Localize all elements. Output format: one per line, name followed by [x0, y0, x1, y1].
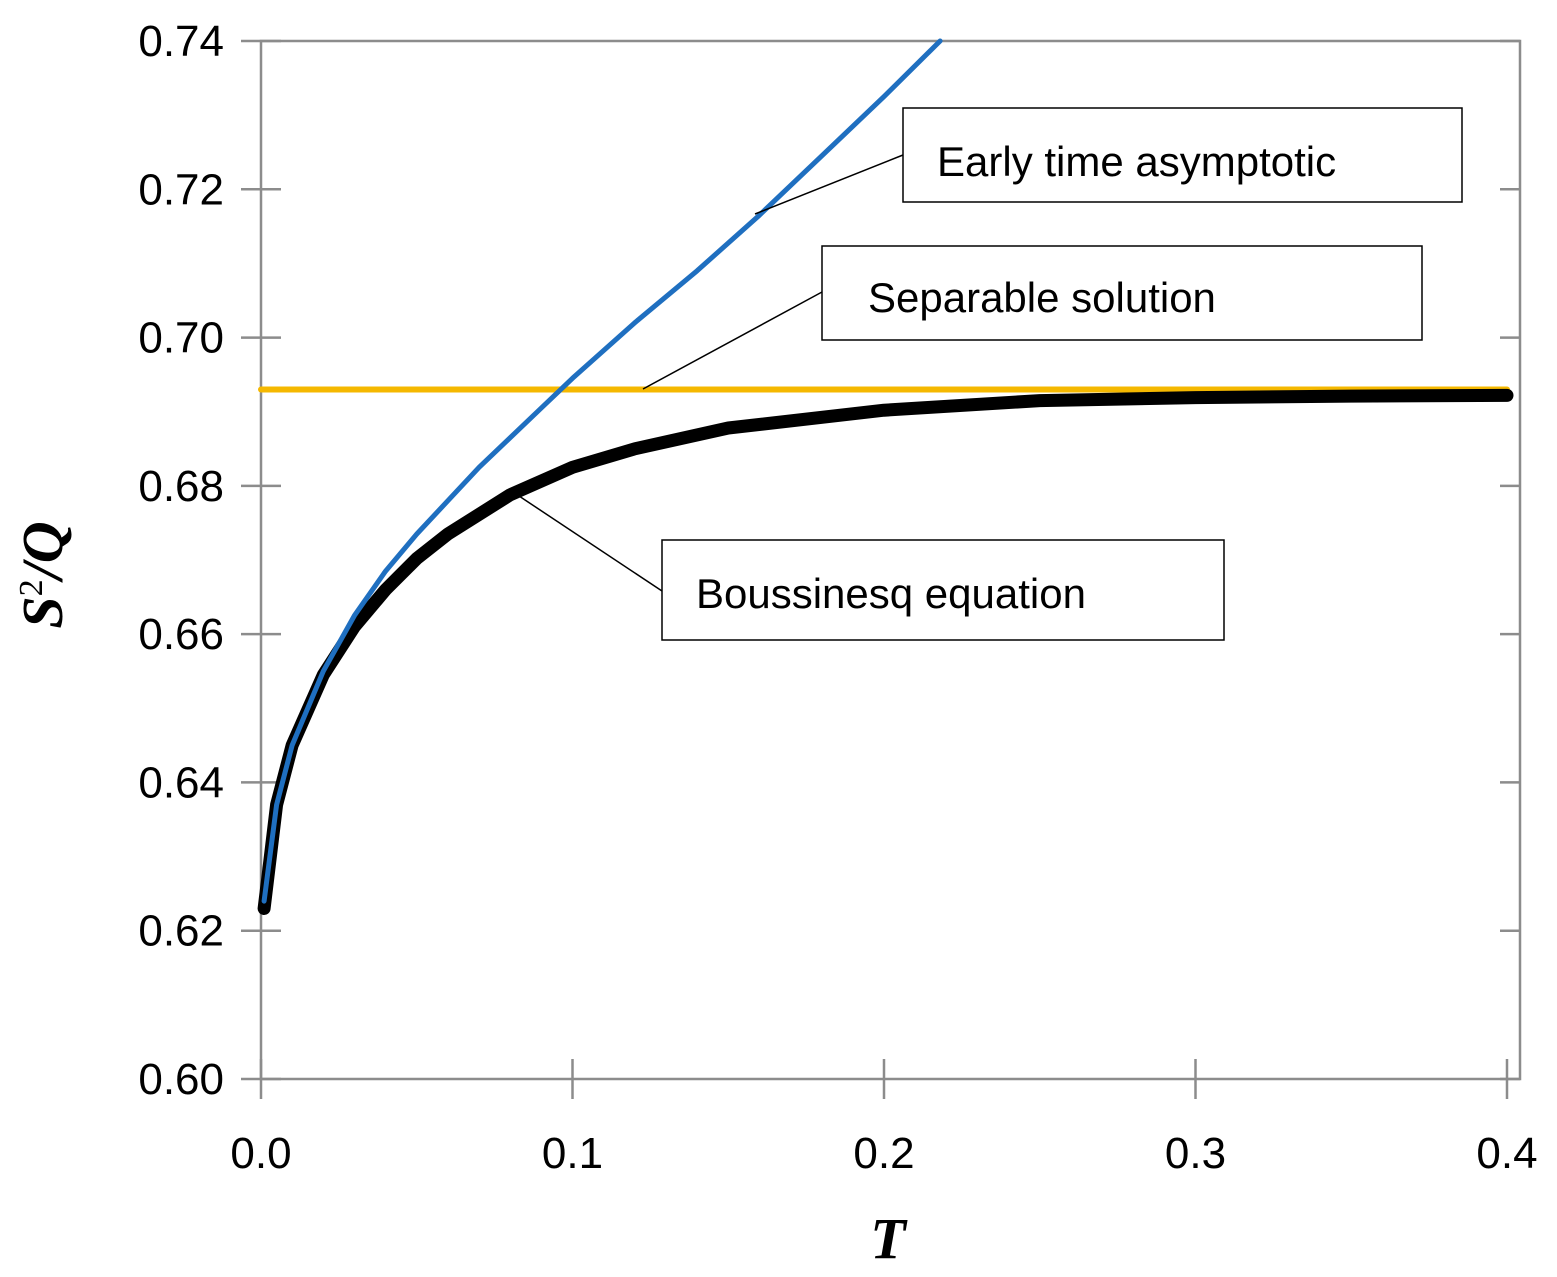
y-tick-label: 0.68: [138, 462, 224, 511]
series-layer: [257, 38, 1514, 915]
y-tick-label: 0.64: [138, 758, 224, 807]
early-time-callout-label: Early time asymptotic: [937, 138, 1336, 185]
x-tick-label: 0.3: [1165, 1129, 1226, 1178]
y-tick-labels: 0.60 0.62 0.64 0.66 0.68 0.70 0.72 0.74: [138, 17, 224, 1104]
y-tick-label: 0.74: [138, 17, 224, 66]
y-axis-title-rest: /Q: [10, 521, 75, 583]
separable-callout: Separable solution: [821, 245, 1423, 341]
y-tick-label: 0.70: [138, 314, 224, 363]
y-tick-label: 0.62: [138, 907, 224, 956]
y-axis-title-sup: 2: [13, 579, 50, 596]
y-tick-label: 0.66: [138, 610, 224, 659]
boussinesq-callout-label: Boussinesq equation: [696, 570, 1086, 617]
x-tick-labels: 0.0 0.1 0.2 0.3 0.4: [230, 1129, 1537, 1178]
boussinesq-callout: Boussinesq equation: [661, 539, 1225, 641]
x-tick-label: 0.2: [853, 1129, 914, 1178]
early-time-leader-line: [754, 154, 904, 215]
y-axis-title-base: S: [10, 596, 75, 628]
plot-frame: [259, 39, 1522, 1081]
y-axis-title: S2/Q: [10, 521, 75, 628]
x-axis-title: T: [870, 1206, 908, 1271]
y-tick-label: 0.60: [138, 1055, 224, 1104]
early-time-callout: Early time asymptotic: [902, 107, 1463, 203]
separable-leader-line: [642, 291, 823, 390]
x-tick-label: 0.0: [230, 1129, 291, 1178]
separable-callout-label: Separable solution: [868, 274, 1216, 321]
early-series-line: [261, 38, 943, 904]
x-tick-label: 0.4: [1476, 1129, 1537, 1178]
boussinesq-leader-line: [512, 491, 663, 592]
ticks-layer: [241, 39, 1520, 1099]
y-tick-label: 0.72: [138, 165, 224, 214]
x-tick-label: 0.1: [542, 1129, 603, 1178]
boussinesq-series-line: [257, 388, 1514, 915]
